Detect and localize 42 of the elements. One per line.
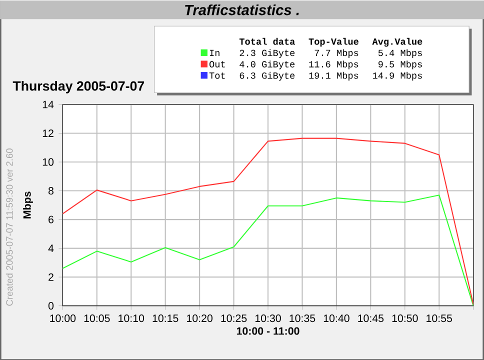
y-tick-label: 2: [48, 273, 54, 281]
x-tick-label: 10:10: [118, 314, 144, 322]
line-series: [62, 138, 474, 305]
y-axis-title: Mbps: [22, 191, 33, 218]
y-tick-label: 14: [42, 100, 54, 108]
text: 6.3 GiByte: [240, 72, 295, 80]
legend-label: In: [210, 50, 220, 56]
legend-label: Tot: [209, 72, 225, 79]
y-tick-label: 0: [48, 302, 54, 310]
x-tick-label: 10:25: [221, 314, 247, 322]
x-tick-label: 10:55: [426, 314, 452, 322]
y-tick-label: 6: [48, 216, 54, 224]
text: 7.7 Mbps: [314, 49, 358, 58]
text: 2.3 GiByte: [240, 49, 295, 58]
y-tick-label: 12: [42, 129, 54, 137]
x-tick-label: 10:40: [324, 314, 350, 322]
x-axis-title: 10:00 - 11:00: [236, 327, 300, 335]
y-tick-label: 10: [42, 158, 54, 166]
x-tick-label: 10:05: [84, 314, 110, 322]
x-tick-label: 10:20: [187, 314, 212, 322]
text: 9.5 Mbps: [378, 60, 422, 70]
x-tick-label: 10:45: [358, 314, 384, 322]
text: Avg.Value: [372, 38, 422, 46]
text: 14.9 Mbps: [372, 72, 422, 80]
text: 19.1 Mbps: [309, 72, 358, 80]
text: Created 2005-07-07 11:59:30 ver 2.60: [6, 148, 13, 306]
text: Total data: [239, 38, 295, 45]
text: 5.4 Mbps: [378, 49, 422, 58]
text: 11.6 Mbps: [309, 60, 358, 70]
x-tick-label: 10:15: [152, 314, 178, 322]
x-tick-label: 10:50: [392, 314, 418, 322]
legend-label: Out: [209, 60, 225, 68]
text: 4.0 GiByte: [240, 60, 295, 70]
chart-title: Trafficstatistics .: [185, 4, 299, 15]
chart-subtitle: Thursday 2005-07-07: [12, 80, 144, 94]
y-tick-label: 8: [48, 186, 54, 194]
x-tick-label: 10:30: [255, 314, 281, 322]
x-tick-label: 10:35: [290, 314, 316, 322]
line-series: [62, 194, 474, 306]
x-tick-label: 10:00: [50, 314, 76, 322]
y-tick-label: 4: [48, 244, 54, 252]
text: Top-Value: [308, 38, 358, 46]
